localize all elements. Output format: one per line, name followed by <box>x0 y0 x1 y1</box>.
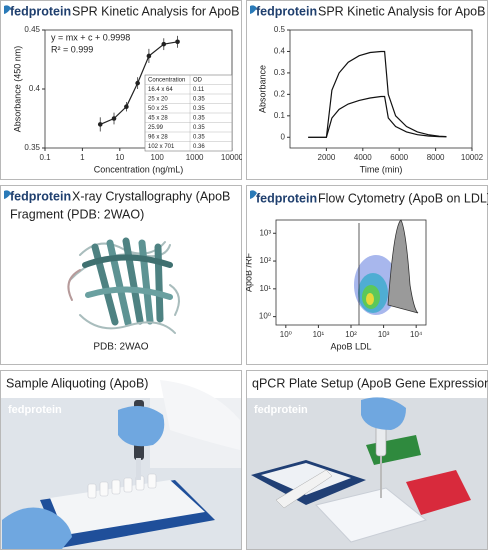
point <box>97 122 103 127</box>
x-tick-label: 10⁰ <box>280 330 292 339</box>
x-tick-label: 10² <box>345 330 357 339</box>
y-axis-label: ApoB /RF <box>243 252 253 292</box>
table-cell: 0.36 <box>193 144 205 150</box>
x-tick-label: 1000 <box>186 153 204 162</box>
x-axis-label: Time (min) <box>360 164 403 174</box>
y-tick-label: 0.4 <box>274 47 286 56</box>
y-axis-label: Absorbance <box>257 65 267 113</box>
table-cell: 50 x 25 <box>148 106 168 112</box>
photo-aliquoting <box>1 380 241 549</box>
brand-icon <box>4 5 11 14</box>
panel-title: Flow Cytometry (ApoB on LDL) <box>318 191 488 205</box>
table-cell: 102 x 701 <box>148 144 175 150</box>
point <box>175 39 180 45</box>
panel-spr: fedprotein SPR Kinetic Analysis for ApoB… <box>250 4 488 174</box>
brand: fedprotein <box>10 4 71 18</box>
table-cell: 25.99 <box>148 125 164 131</box>
point <box>135 80 140 86</box>
y-tick-label: 0 <box>281 132 286 141</box>
table-header: OD <box>193 77 203 83</box>
x-tick-label: 100 <box>151 153 165 162</box>
brand: fedprotein <box>256 191 317 205</box>
x-tick-label: 10002 <box>461 153 484 162</box>
panel-title: qPCR Plate Setup (ApoB Gene Expression) <box>252 376 488 390</box>
x-tick-label: 1 <box>80 153 85 162</box>
point <box>124 104 129 109</box>
panel-aliquot: Sample Aliquoting (ApoB) fedprotein <box>1 376 241 549</box>
x-tick-label: 8000 <box>427 153 445 162</box>
panel-title: SPR Kinetic Analysis for ApoB Binding <box>72 4 285 18</box>
panel-qpcr: qPCR Plate Setup (ApoB Gene Expression) … <box>247 376 488 549</box>
y-tick-label: 0.3 <box>274 68 286 77</box>
x-tick-label: 0.1 <box>39 153 51 162</box>
y-tick-label: 0.5 <box>274 25 286 34</box>
brand-icon <box>250 190 257 199</box>
y-tick-label: 10⁰ <box>259 312 271 321</box>
y-tick-label: 0.2 <box>274 89 286 98</box>
panel-title: Sample Aliquoting (ApoB) <box>6 376 148 390</box>
series-line <box>308 95 447 138</box>
brand-icon <box>4 190 11 199</box>
protein-ribbon <box>67 237 180 334</box>
x-tick-label: 10000 <box>221 153 244 162</box>
brand: fedprotein <box>256 4 317 18</box>
series-line <box>308 50 447 138</box>
density-cloud <box>354 219 419 325</box>
point <box>146 53 152 59</box>
table-cell: 45 x 28 <box>148 115 168 121</box>
y-tick-label: 10³ <box>259 228 271 237</box>
photo-qpcr <box>247 397 487 549</box>
table-cell: 0.35 <box>193 96 205 102</box>
y-tick-label: 10¹ <box>259 284 271 293</box>
y-axis-label: Absorbance (450 nm) <box>12 46 22 133</box>
panel-title: Fragment (PDB: 2WAO) <box>10 207 144 221</box>
watermark: fedprotein <box>254 404 308 416</box>
table-cell: 0.35 <box>193 115 205 121</box>
x-tick-label: 10 <box>115 153 124 162</box>
brand-icon <box>250 5 257 14</box>
table-cell: 0.35 <box>193 134 205 140</box>
table-cell: 96 x 28 <box>148 134 168 140</box>
y-tick-label: 0.45 <box>24 25 40 34</box>
x-tick-label: 10⁴ <box>410 330 423 339</box>
panel-elisa: fedprotein SPR Kinetic Analysis for ApoB… <box>4 4 285 174</box>
x-tick-label: 2000 <box>318 153 336 162</box>
x-tick-label: 6000 <box>390 153 408 162</box>
table-cell: 0.35 <box>193 106 205 112</box>
watermark: fedprotein <box>8 404 62 416</box>
point <box>111 116 117 121</box>
plot-frame <box>289 29 473 149</box>
annotation: y = mx + c + 0.9998 <box>51 32 130 42</box>
y-tick-label: 0.1 <box>274 111 286 120</box>
x-axis-label: Concentration (ng/mL) <box>94 164 184 174</box>
y-tick-label: 0.4 <box>29 84 41 93</box>
brand: fedprotein <box>10 189 71 203</box>
x-tick-label: 10¹ <box>313 330 325 339</box>
table-header: Concentration <box>148 77 185 83</box>
x-axis-label: ApoB LDL <box>330 341 371 351</box>
panel-flow: fedprotein Flow Cytometry (ApoB on LDL) … <box>243 190 488 351</box>
x-tick-label: 10³ <box>378 330 390 339</box>
table-cell: 0.11 <box>193 87 205 93</box>
table-cell: 16.4 x 64 <box>148 87 173 93</box>
caption: PDB: 2WAO <box>93 342 148 353</box>
point <box>161 41 167 47</box>
table-cell: 0.35 <box>193 125 205 131</box>
panel-crystal: fedprotein X-ray Crystallography (ApoB F… <box>4 189 230 353</box>
y-tick-label: 0.35 <box>24 143 40 152</box>
panel-title: X-ray Crystallography (ApoB <box>72 189 230 203</box>
y-tick-label: 10² <box>259 256 271 265</box>
x-tick-label: 4000 <box>354 153 372 162</box>
table-cell: 25 x 20 <box>148 96 168 102</box>
annotation: R² = 0.999 <box>51 44 93 54</box>
panel-title: SPR Kinetic Analysis for ApoB Binding <box>318 4 488 18</box>
